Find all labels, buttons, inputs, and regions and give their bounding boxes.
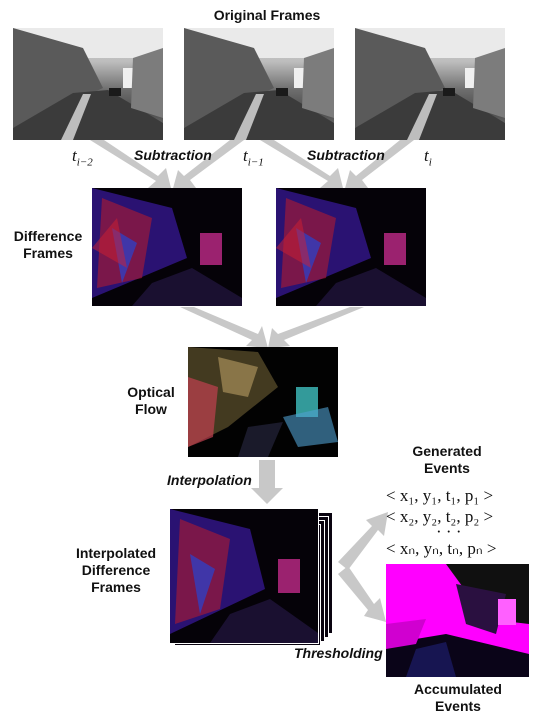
accumulated-events-image	[386, 564, 529, 677]
interpolated-difference-image	[170, 509, 318, 643]
arrow-diff2-to-flow	[268, 307, 364, 348]
arrow-to-diff2-left	[260, 140, 344, 192]
difference-frames-label: Difference Frames	[13, 228, 83, 261]
time-label-t-minus-1: ti−1	[243, 146, 264, 169]
optical-flow-label: Optical Flow	[127, 384, 175, 417]
optical-flow-frame	[188, 347, 338, 457]
arrow-to-diff1-left	[90, 140, 172, 192]
road-scene-image	[355, 28, 505, 140]
original-frame-t	[355, 28, 505, 140]
arrow-to-generated-events	[338, 512, 388, 570]
event-tuple-n: < xₙ, yₙ, tₙ, pₙ >	[386, 539, 497, 558]
event-tuple-1: < x₁, y₁, t₁, p₁ >	[386, 486, 494, 505]
diagram-title: Original Frames	[213, 7, 321, 23]
arrow-diff1-to-flow	[180, 307, 268, 348]
arrow-to-diff2-right	[344, 140, 414, 192]
event-tuple-ellipsis: · · ·	[436, 522, 462, 541]
subtraction-label-2: Subtraction	[307, 147, 385, 163]
road-scene-image	[184, 28, 334, 140]
subtraction-label-1: Subtraction	[134, 147, 212, 163]
interpolated-difference-frames-label: Interpolated Difference Frames	[75, 545, 157, 595]
difference-frame-2	[276, 188, 426, 306]
arrow-interpolation	[251, 460, 283, 504]
original-frame-t-1	[184, 28, 334, 140]
interpolated-frame-front	[169, 508, 319, 644]
interpolation-label: Interpolation	[167, 472, 252, 488]
road-scene-image	[13, 28, 163, 140]
arrow-to-accumulated-events	[338, 566, 386, 622]
difference-frame-1	[92, 188, 242, 306]
arrow-to-diff1-right	[172, 140, 244, 192]
accumulated-events-frame	[386, 564, 529, 677]
time-label-t-minus-2: ti−2	[72, 146, 93, 169]
thresholding-label: Thresholding	[294, 645, 383, 661]
generated-events-label: Generated Events	[412, 443, 482, 476]
original-frame-t-2	[13, 28, 163, 140]
time-label-t: ti	[424, 146, 432, 169]
event-tuple-2: < x₂, y₂, t₂, p₂ >	[386, 507, 494, 526]
difference-image	[276, 188, 426, 306]
optical-flow-image	[188, 347, 338, 457]
difference-image	[92, 188, 242, 306]
